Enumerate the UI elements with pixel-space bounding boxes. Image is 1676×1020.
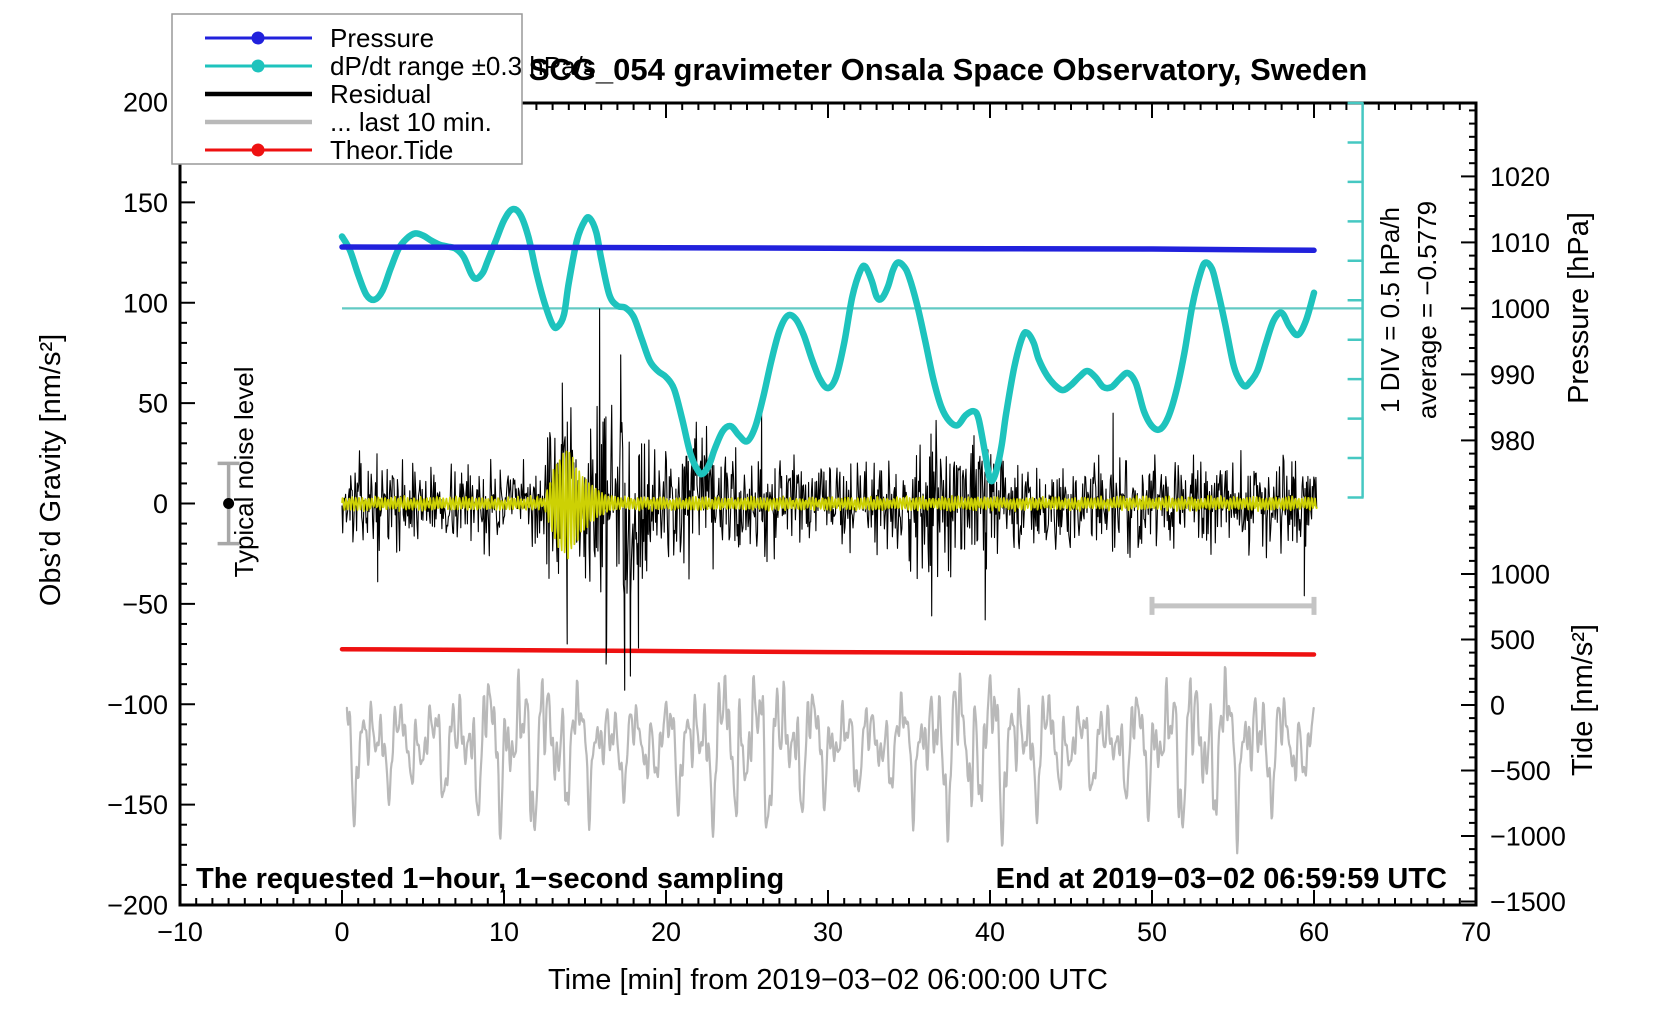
bottom-left-note: The requested 1−hour, 1−second sampling xyxy=(196,863,784,895)
tide-tick-label: −500 xyxy=(1490,756,1551,786)
last10-trace xyxy=(345,665,1315,855)
plot-frame: −10 0 10 20 30 40 50 60 70−200−150−100−500501001… xyxy=(107,88,1566,948)
bottom-right-note: End at 2019−03−02 06:59:59 UTC xyxy=(996,863,1447,895)
x-tick-label: 60 xyxy=(1299,917,1329,947)
gravity-tick-label: 0 xyxy=(153,489,168,519)
legend-label-dpdt: dP/dt range ±0.3 hPa/s xyxy=(330,51,596,81)
tide-tick-label: −1500 xyxy=(1490,887,1566,917)
x-axis-title: Time [min] from 2019−03−02 06:00:00 UTC xyxy=(548,964,1108,996)
gravity-tick-label: −100 xyxy=(107,690,168,720)
x-tick-label: 40 xyxy=(975,917,1005,947)
typical-noise-label: Typical noise level xyxy=(229,367,259,578)
pressure-tick-label: 990 xyxy=(1490,360,1535,390)
noise-errorbar-dot xyxy=(223,498,235,509)
dpdt-curve xyxy=(338,205,1318,485)
x-tick-label: 0 xyxy=(334,917,349,947)
residual-trace xyxy=(341,308,1318,691)
x-tick-label: −10 xyxy=(157,917,203,947)
gravity-tick-label: 200 xyxy=(123,88,168,118)
div-scale-note: 1 DIV = 0.5 hPa/h xyxy=(1375,207,1405,413)
pressure-line xyxy=(339,244,1317,254)
filtered-signal-trace xyxy=(341,450,1318,560)
legend-swatch-dot xyxy=(251,143,265,157)
x-tick-label: 30 xyxy=(813,917,843,947)
tide-axis-title: Tide [nm/s²] xyxy=(1567,624,1599,776)
gravity-tick-label: 50 xyxy=(138,389,168,419)
gravity-tick-label: −200 xyxy=(107,891,168,921)
legend-label-last10: ... last 10 min. xyxy=(330,107,492,137)
x-tick-label: 50 xyxy=(1137,917,1167,947)
pressure-tick-label: 1020 xyxy=(1490,162,1550,192)
x-tick-label: 20 xyxy=(651,917,681,947)
tide-tick-label: 1000 xyxy=(1490,560,1550,590)
pressure-tick-label: 980 xyxy=(1490,426,1535,456)
pressure-axis-title: Pressure [hPa] xyxy=(1563,212,1595,404)
tide-tick-label: 0 xyxy=(1490,691,1505,721)
gravity-tick-label: 150 xyxy=(123,188,168,218)
x-tick-label: 10 xyxy=(489,917,519,947)
pressure-tick-label: 1010 xyxy=(1490,228,1550,258)
legend-swatch-dot xyxy=(251,59,265,73)
gravity-tick-label: 100 xyxy=(123,288,168,318)
legend-label-tide: Theor.Tide xyxy=(330,135,453,165)
legend-label-pressure: Pressure xyxy=(330,23,434,53)
gravity-tick-label: −50 xyxy=(122,589,168,619)
x-tick-label: 70 xyxy=(1461,917,1491,947)
legend: Pressure dP/dt range ±0.3 hPa/s Residual… xyxy=(171,13,596,165)
legend-swatches xyxy=(205,31,312,157)
legend-swatch-dot xyxy=(251,31,265,45)
chart-title: SCG_054 gravimeter Onsala Space Observat… xyxy=(529,52,1368,87)
data-series xyxy=(338,205,1318,855)
tide-tick-label: 500 xyxy=(1490,625,1535,655)
pressure-tick-label: 1000 xyxy=(1490,294,1550,324)
legend-label-residual: Residual xyxy=(330,79,431,109)
tide-tick-label: −1000 xyxy=(1490,822,1566,852)
div-average-note: average = −0.5779 xyxy=(1412,201,1442,419)
theor-tide-line xyxy=(339,646,1317,657)
y-left-axis-title: Obs’d Gravity [nm/s²] xyxy=(35,334,67,606)
gravity-tick-label: −150 xyxy=(107,790,168,820)
